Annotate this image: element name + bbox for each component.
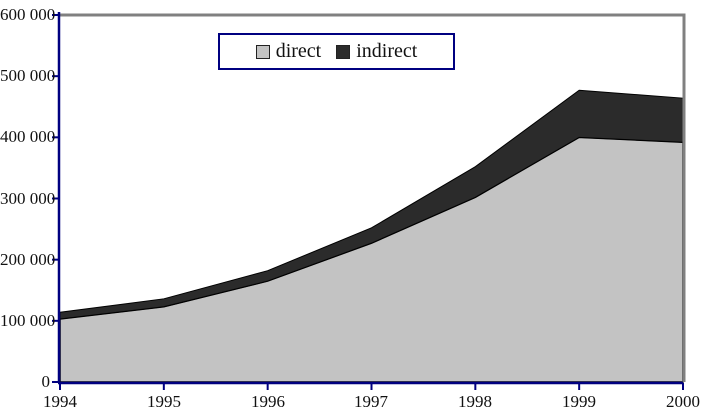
x-axis-tick-label: 1997 xyxy=(354,392,388,411)
x-axis-tick-label: 1995 xyxy=(147,392,181,411)
direct-area xyxy=(59,136,684,383)
legend-item-direct: direct xyxy=(255,40,322,63)
x-axis-tick-label: 1998 xyxy=(458,392,492,411)
legend: direct indirect xyxy=(218,33,455,70)
legend-item-indirect: indirect xyxy=(336,40,417,63)
direct-series-swatch xyxy=(255,44,270,59)
x-axis-tick-label: 1994 xyxy=(43,392,77,411)
y-axis-tick-label: 100 000 xyxy=(0,311,56,330)
x-axis-tick-label: 1996 xyxy=(251,392,285,411)
indirect-series-swatch xyxy=(336,44,351,59)
legend-label-indirect: indirect xyxy=(356,40,418,62)
x-axis-tick-label: 2000 xyxy=(666,392,700,411)
y-axis-tick-label: 0 xyxy=(41,372,51,391)
x-axis-tick-label: 1999 xyxy=(562,392,596,411)
y-axis-tick-label: 500 000 xyxy=(0,66,56,85)
legend-label-direct: direct xyxy=(275,40,322,62)
y-axis-tick-label: 200 000 xyxy=(0,250,56,269)
y-axis-tick-label: 600 000 xyxy=(0,5,56,24)
y-axis-tick-label: 300 000 xyxy=(0,189,56,208)
y-axis-tick-label: 400 000 xyxy=(0,127,56,146)
